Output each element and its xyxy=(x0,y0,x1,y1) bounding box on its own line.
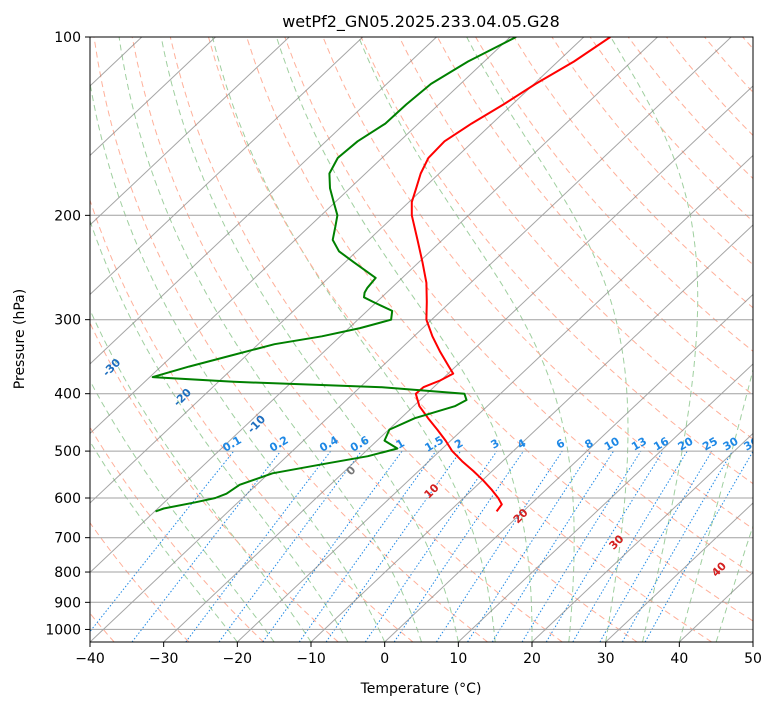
isotherm-line xyxy=(384,293,753,642)
isotherm-line xyxy=(90,37,364,296)
chart-title: wetPf2_GN05.2025.233.04.05.G28 xyxy=(282,12,560,32)
temperature-profile-line xyxy=(410,37,611,512)
x-tick-label: −30 xyxy=(149,651,179,667)
y-tick-label: 1000 xyxy=(45,622,81,638)
x-tick-label: 50 xyxy=(744,651,762,667)
mixing-ratio-line xyxy=(298,450,437,642)
dry-adiabat-line xyxy=(93,37,488,642)
y-tick-label: 900 xyxy=(54,595,81,611)
x-tick-label: −10 xyxy=(296,651,326,667)
isotherm-line xyxy=(457,363,753,642)
sounding-profiles xyxy=(151,37,611,513)
dry-adiabat-line xyxy=(284,37,753,576)
y-tick-label: 300 xyxy=(54,313,81,329)
isobars xyxy=(90,37,753,630)
y-tick-label: 600 xyxy=(54,491,81,507)
dry-adiabat-line xyxy=(360,37,753,485)
mixing-ratio-line xyxy=(521,450,642,642)
x-tick-label: 40 xyxy=(670,651,688,667)
moist-adiabat-line xyxy=(90,219,349,642)
x-tick-label: 20 xyxy=(523,651,541,667)
isotherm-line xyxy=(310,224,753,642)
mixing-ratio-line xyxy=(218,450,362,642)
isotherm-line xyxy=(90,37,658,574)
mixing-ratio-line xyxy=(572,450,688,642)
isotherm-line xyxy=(90,37,437,365)
y-axis-label: Pressure (hPa) xyxy=(12,289,28,389)
mixing-ratio-line xyxy=(467,450,592,642)
dry-adiabat-line xyxy=(169,37,638,642)
mixing-ratio-label: 36 xyxy=(742,434,762,453)
y-axis: 100 200 300 400 500 600 700 800 900 1000 xyxy=(45,30,90,638)
y-tick-label: 800 xyxy=(54,565,81,581)
moist-adiabat-line xyxy=(466,37,629,642)
y-tick-label: 700 xyxy=(54,531,81,547)
plot-frame xyxy=(89,36,754,643)
isotherm-line xyxy=(531,432,753,642)
moist-adiabat-line xyxy=(678,367,753,642)
mixing-ratio-line xyxy=(364,450,498,642)
y-tick-label: 100 xyxy=(54,30,81,46)
mixing-ratio-line xyxy=(325,450,462,642)
x-axis-label: Temperature (°C) xyxy=(360,681,482,697)
x-tick-label: 10 xyxy=(449,651,467,667)
x-tick-label: 0 xyxy=(380,651,389,667)
x-axis: −40 −30 −20 −10 0 10 20 30 40 50 xyxy=(75,642,762,667)
isotherm-line xyxy=(90,37,732,642)
moist-adiabat-line xyxy=(118,37,422,642)
isotherm-line xyxy=(236,154,753,642)
x-tick-label: 30 xyxy=(597,651,615,667)
isotherm-line xyxy=(90,37,585,504)
dewpoint-profile-line xyxy=(151,37,517,513)
dry-adiabat-line xyxy=(90,321,339,642)
mixing-ratio-line xyxy=(545,450,664,642)
isotherm-line xyxy=(90,37,216,157)
moist-adiabat-line xyxy=(90,440,238,642)
y-tick-label: 400 xyxy=(54,387,81,403)
moist-adiabat-line xyxy=(358,37,575,642)
dry-adiabat-line xyxy=(513,37,753,309)
moist-adiabat-line xyxy=(160,37,459,642)
isotherm-line xyxy=(605,502,753,642)
isotherm-line xyxy=(90,37,290,226)
dry-adiabat-line xyxy=(90,426,264,642)
moist-adiabat-line xyxy=(90,80,386,642)
moist-adiabat-line xyxy=(90,379,275,642)
dry-adiabat-line xyxy=(436,37,753,396)
isotherm-line xyxy=(163,85,753,642)
plot-area: -100-90-80-70-60-50-40-30-20-10010203040… xyxy=(90,37,762,642)
dry-adiabat-line xyxy=(475,37,753,352)
mixing-ratio-line xyxy=(185,450,332,642)
moist-adiabat-line xyxy=(610,37,699,642)
isotherm-line xyxy=(90,37,511,435)
y-tick-label: 200 xyxy=(54,208,81,224)
moist-adiabat-line xyxy=(276,37,533,642)
x-tick-label: −20 xyxy=(223,651,253,667)
y-tick-label: 500 xyxy=(54,444,81,460)
mixing-ratio-line xyxy=(644,450,753,642)
dry-adiabat-line xyxy=(398,37,753,440)
moist-adiabat-line xyxy=(212,37,496,642)
mixing-ratio-line xyxy=(262,450,403,642)
mixing-ratio-line xyxy=(435,450,563,642)
isotherms xyxy=(90,37,753,642)
moist-adiabat-line xyxy=(715,524,753,642)
x-tick-label: −40 xyxy=(75,651,105,667)
